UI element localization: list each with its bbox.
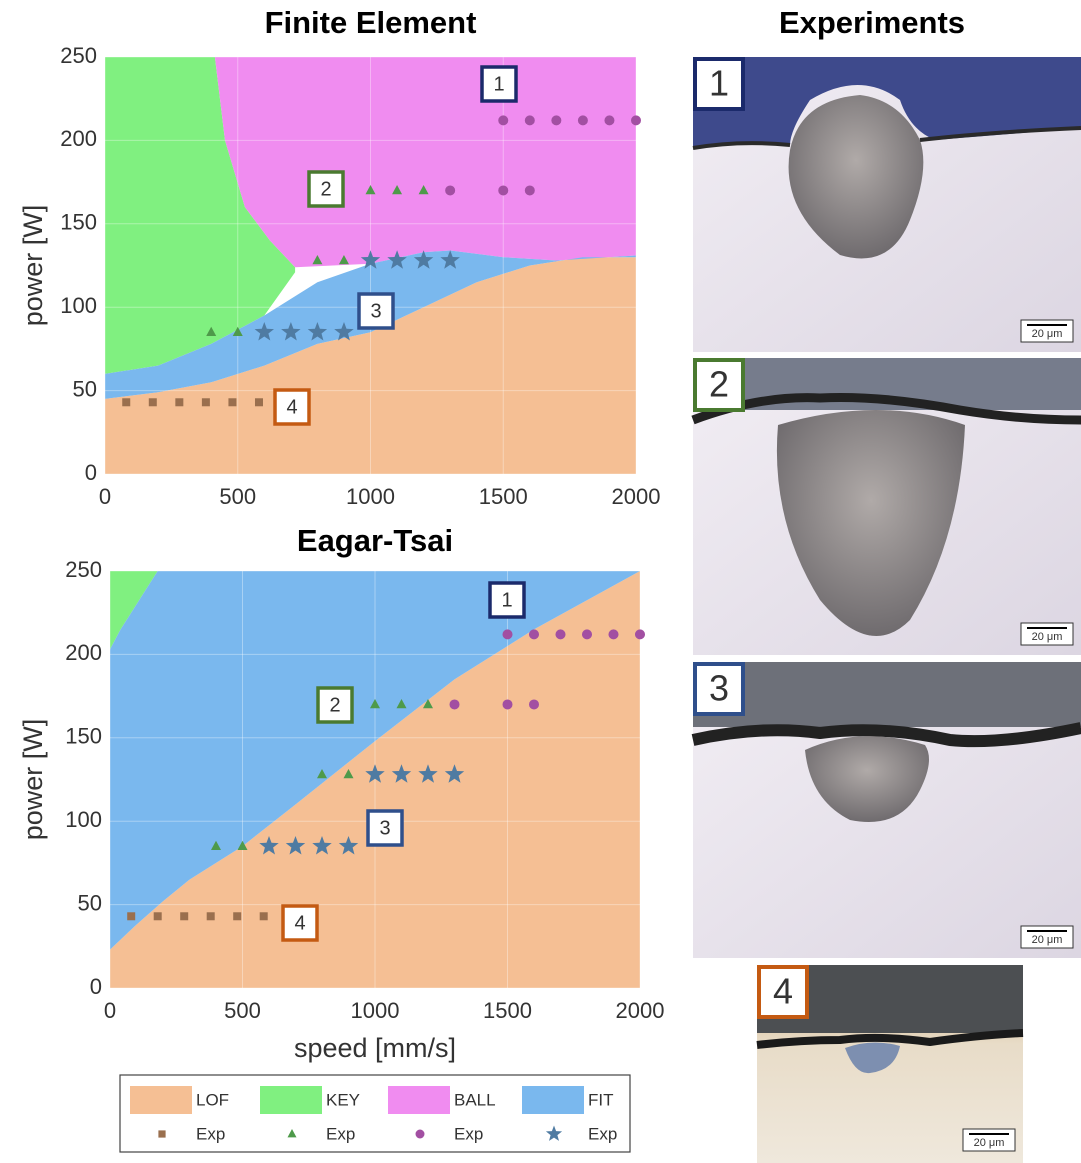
- micrographs: Experiments 1 20 μm 2 20 μm 3 20 μm 4 20 μm: [693, 5, 1081, 1163]
- legend-label: Exp: [588, 1124, 617, 1143]
- y-axis-label: power [W]: [18, 205, 48, 327]
- legend-swatch: [260, 1086, 322, 1114]
- y-axis-label: power [W]: [18, 719, 48, 841]
- marker: [525, 115, 535, 125]
- annotation-label: 1: [493, 73, 504, 95]
- panel-label: 2: [709, 364, 729, 405]
- y-tick-label: 50: [73, 376, 97, 401]
- legend-label: BALL: [454, 1090, 496, 1109]
- annotation-label: 3: [379, 817, 390, 839]
- marker: [154, 912, 162, 920]
- scale-bar-label: 20 μm: [1032, 934, 1063, 946]
- annotation-label: 4: [294, 912, 305, 934]
- x-tick-label: 2000: [612, 484, 661, 509]
- x-tick-label: 1000: [346, 484, 395, 509]
- x-tick-label: 1500: [479, 484, 528, 509]
- micrograph-1: [693, 57, 1081, 352]
- legend-label: Exp: [326, 1124, 355, 1143]
- annotation-label: 2: [320, 178, 331, 200]
- marker: [556, 629, 566, 639]
- marker: [578, 115, 588, 125]
- y-tick-label: 200: [60, 126, 97, 151]
- y-tick-label: 100: [60, 293, 97, 318]
- marker: [158, 1130, 165, 1137]
- y-tick-label: 200: [65, 640, 102, 665]
- legend-label: Exp: [196, 1124, 225, 1143]
- marker: [255, 398, 263, 406]
- x-axis-label: speed [mm/s]: [294, 1033, 456, 1063]
- marker: [525, 185, 535, 195]
- legend-label: LOF: [196, 1090, 229, 1109]
- annotation-label: 4: [286, 396, 297, 418]
- marker: [233, 912, 241, 920]
- marker: [228, 398, 236, 406]
- panel-label: 3: [709, 668, 729, 709]
- x-tick-label: 500: [219, 484, 256, 509]
- x-tick-label: 0: [99, 484, 111, 509]
- micrograph-3: [693, 662, 1081, 958]
- legend-swatch: [522, 1086, 584, 1114]
- marker: [450, 699, 460, 709]
- x-tick-label: 1000: [351, 998, 400, 1023]
- legend-label: FIT: [588, 1090, 614, 1109]
- marker: [149, 398, 157, 406]
- legend-swatch: [130, 1086, 192, 1114]
- chart-title: Finite Element: [265, 5, 477, 40]
- x-tick-label: 2000: [616, 998, 665, 1023]
- region: [215, 57, 636, 267]
- panel-label: 1: [709, 63, 729, 104]
- marker: [416, 1130, 425, 1139]
- micrograph-2: [693, 358, 1081, 655]
- y-tick-label: 150: [60, 210, 97, 235]
- scale-bar-label: 20 μm: [1032, 328, 1063, 340]
- marker: [529, 699, 539, 709]
- x-tick-label: 500: [224, 998, 261, 1023]
- marker: [604, 115, 614, 125]
- marker: [127, 912, 135, 920]
- annotation-label: 1: [501, 589, 512, 611]
- marker: [631, 115, 641, 125]
- legend-swatch: [388, 1086, 450, 1114]
- marker: [529, 629, 539, 639]
- y-tick-label: 100: [65, 807, 102, 832]
- y-tick-label: 150: [65, 724, 102, 749]
- chart-title: Eagar-Tsai: [297, 523, 453, 558]
- marker: [175, 398, 183, 406]
- marker: [202, 398, 210, 406]
- chart: 0 50 100 150 200 250 0 500 1000 1500 2000 1 2 3 4 Finit…: [18, 5, 660, 509]
- marker: [498, 115, 508, 125]
- y-tick-label: 0: [90, 974, 102, 999]
- marker: [498, 185, 508, 195]
- scale-bar-label: 20 μm: [1032, 631, 1063, 643]
- marker: [445, 185, 455, 195]
- legend-label: KEY: [326, 1090, 360, 1109]
- x-tick-label: 0: [104, 998, 116, 1023]
- x-tick-label: 1500: [483, 998, 532, 1023]
- marker: [582, 629, 592, 639]
- marker: [503, 629, 513, 639]
- scale-bar-label: 20 μm: [974, 1137, 1005, 1149]
- marker: [260, 912, 268, 920]
- marker: [503, 699, 513, 709]
- marker: [180, 912, 188, 920]
- marker: [635, 629, 645, 639]
- legend: LOF KEY BALL FIT Exp Exp Exp Exp: [120, 1075, 630, 1152]
- marker: [122, 398, 130, 406]
- marker: [551, 115, 561, 125]
- figure: 05010015020025005001000150020001234Finit…: [0, 0, 1081, 1163]
- y-tick-label: 250: [60, 43, 97, 68]
- y-tick-label: 250: [65, 557, 102, 582]
- chart: 0 50 100 150 200 250 0 500 1000 1500 2000 1 2 3 4 Eagar…: [18, 523, 664, 1063]
- marker: [207, 912, 215, 920]
- panel-label: 4: [773, 971, 793, 1012]
- legend-label: Exp: [454, 1124, 483, 1143]
- marker: [609, 629, 619, 639]
- y-tick-label: 0: [85, 460, 97, 485]
- annotation-label: 3: [370, 300, 381, 322]
- experiments-title: Experiments: [779, 5, 965, 40]
- y-tick-label: 50: [78, 890, 102, 915]
- annotation-label: 2: [329, 694, 340, 716]
